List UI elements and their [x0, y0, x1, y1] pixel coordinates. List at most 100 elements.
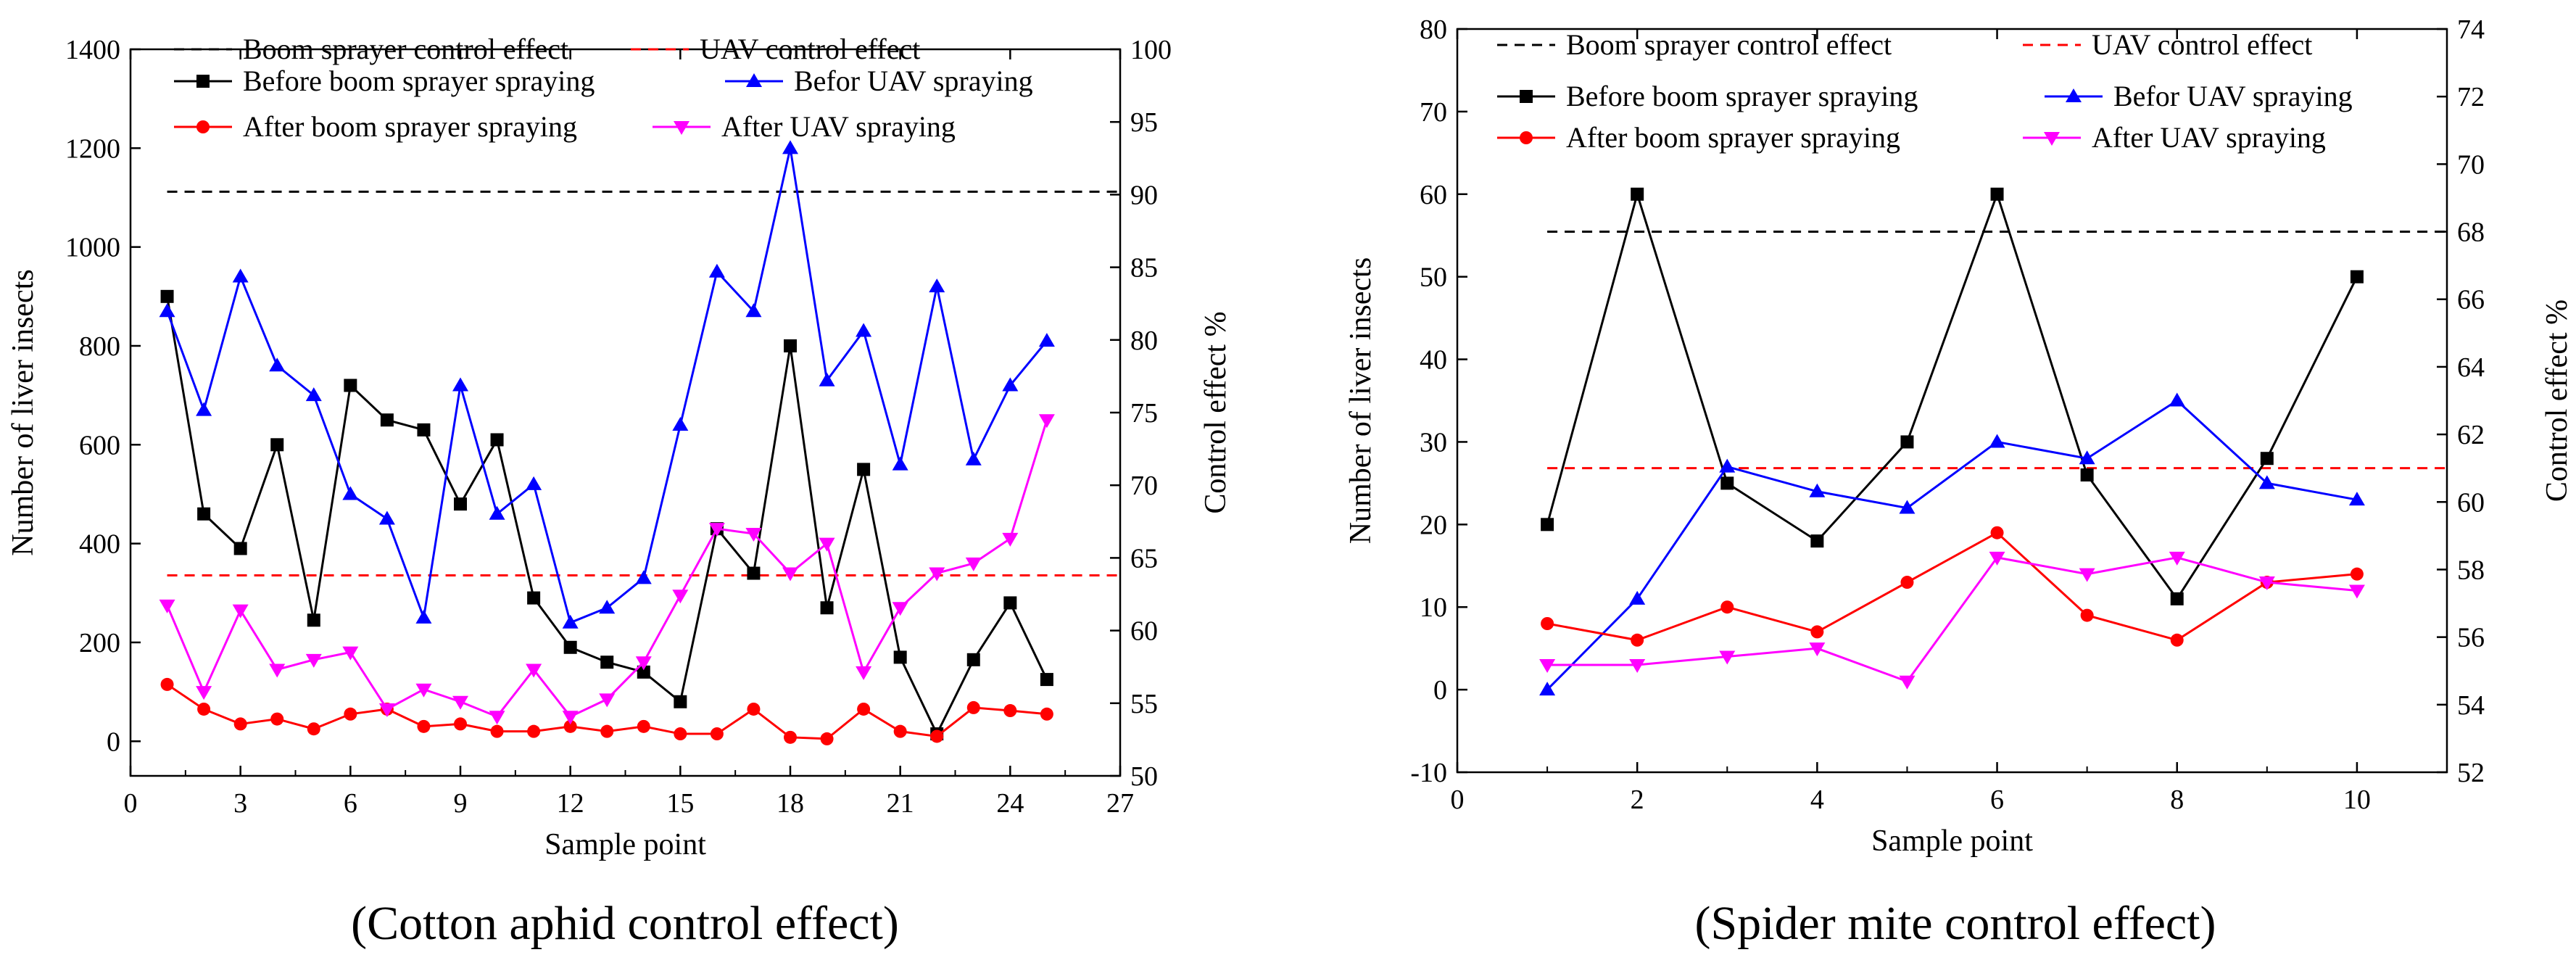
x-tick-label: 6: [344, 788, 357, 819]
y2-tick-label: 72: [2457, 82, 2485, 112]
data-point: [2079, 568, 2095, 582]
data-point: [233, 542, 247, 555]
data-point: [417, 423, 431, 437]
data-point: [490, 433, 504, 447]
data-point: [820, 601, 834, 615]
x-tick-label: 3: [233, 788, 247, 819]
data-point: [784, 730, 797, 744]
data-point: [965, 557, 982, 571]
legend-marker: [2066, 88, 2082, 102]
legend-marker: [674, 121, 689, 135]
series-2: [159, 140, 1055, 629]
data-point: [674, 727, 687, 741]
data-point: [562, 614, 579, 629]
data-point: [1899, 500, 1916, 514]
chart-caption: (Cotton aphid control effect): [351, 897, 899, 950]
y-tick-label: 0: [1433, 675, 1447, 706]
data-point: [674, 695, 687, 708]
x-tick-label: 9: [454, 788, 468, 819]
data-point: [490, 724, 504, 738]
data-point: [1038, 333, 1055, 347]
chart-caption: (Spider mite control effect): [1694, 897, 2216, 950]
y2-tick-label: 60: [2457, 487, 2485, 518]
x-tick-label: 15: [666, 788, 694, 819]
data-point: [1541, 617, 1554, 630]
data-point: [1720, 600, 1734, 614]
data-point: [708, 523, 725, 537]
data-point: [1003, 704, 1017, 718]
data-point: [782, 140, 798, 154]
data-point: [1631, 187, 1644, 201]
data-point: [1719, 458, 1736, 473]
x-tick-label: 18: [776, 788, 804, 819]
x-tick-label: 4: [1810, 785, 1824, 815]
data-point: [966, 653, 980, 666]
data-point: [197, 507, 211, 521]
data-point: [160, 677, 174, 691]
data-point: [1900, 576, 1914, 590]
series-line: [166, 419, 1048, 719]
legend-label: Before boom sprayer spraying: [1566, 80, 1918, 112]
series-4: [1539, 551, 2365, 690]
data-point: [270, 712, 284, 726]
data-point: [305, 387, 322, 402]
data-point: [1040, 673, 1053, 687]
y-tick-label: 800: [79, 331, 120, 362]
x-tick-label: 24: [996, 788, 1024, 819]
data-point: [415, 683, 432, 698]
data-point: [562, 711, 579, 725]
series-line: [1546, 399, 2358, 691]
series-3: [160, 677, 1053, 745]
data-point: [2169, 392, 2185, 407]
legend-label: Boom sprayer control effect: [1566, 28, 1892, 61]
legend-label: After boom sprayer spraying: [1566, 121, 1900, 154]
data-point: [2169, 551, 2185, 566]
y2-tick-label: 58: [2457, 555, 2485, 585]
y2-tick-label: 50: [1130, 761, 1158, 792]
chart-2: 0 2 4 6 8 10-10010203040506070805254565860626…: [1344, 15, 2574, 950]
x-tick-label: 0: [1451, 785, 1465, 815]
y-axis-title: Number of liver insects: [1344, 257, 1378, 544]
data-point: [966, 700, 980, 714]
data-point: [929, 278, 945, 293]
data-point: [600, 656, 614, 669]
data-point: [452, 695, 468, 710]
data-point: [1038, 414, 1055, 429]
series-1: [160, 289, 1053, 741]
data-point: [417, 719, 431, 733]
data-point: [819, 537, 835, 552]
data-point: [599, 693, 616, 708]
series-4: [159, 414, 1055, 725]
y-tick-label: 30: [1420, 427, 1447, 458]
plot-frame: [1456, 28, 2448, 774]
y-tick-label: 200: [79, 628, 120, 658]
data-point: [857, 463, 871, 476]
data-point: [2258, 475, 2275, 489]
data-point: [196, 402, 212, 416]
y2-tick-label: 70: [1130, 471, 1158, 501]
data-point: [1989, 434, 2005, 448]
x-tick-label: 10: [2343, 785, 2371, 815]
legend-marker: [1520, 90, 1533, 103]
data-point: [305, 653, 322, 668]
legend-marker: [746, 73, 762, 87]
y2-tick-label: 90: [1130, 180, 1158, 210]
legend-label: UAV control effect: [2092, 28, 2312, 61]
y-tick-label: 1400: [65, 35, 120, 65]
data-point: [380, 413, 394, 427]
data-point: [232, 268, 249, 283]
data-point: [415, 609, 432, 624]
data-point: [269, 663, 286, 678]
legend-label: Boom sprayer control effect: [243, 33, 568, 65]
y2-tick-label: 85: [1130, 253, 1158, 284]
data-point: [307, 722, 320, 736]
data-point: [1629, 658, 1646, 673]
series-2: [1539, 392, 2365, 696]
data-point: [160, 289, 174, 303]
data-point: [856, 323, 872, 337]
data-point: [232, 604, 249, 619]
data-point: [1040, 707, 1053, 721]
data-point: [378, 703, 395, 717]
data-point: [1002, 377, 1019, 392]
